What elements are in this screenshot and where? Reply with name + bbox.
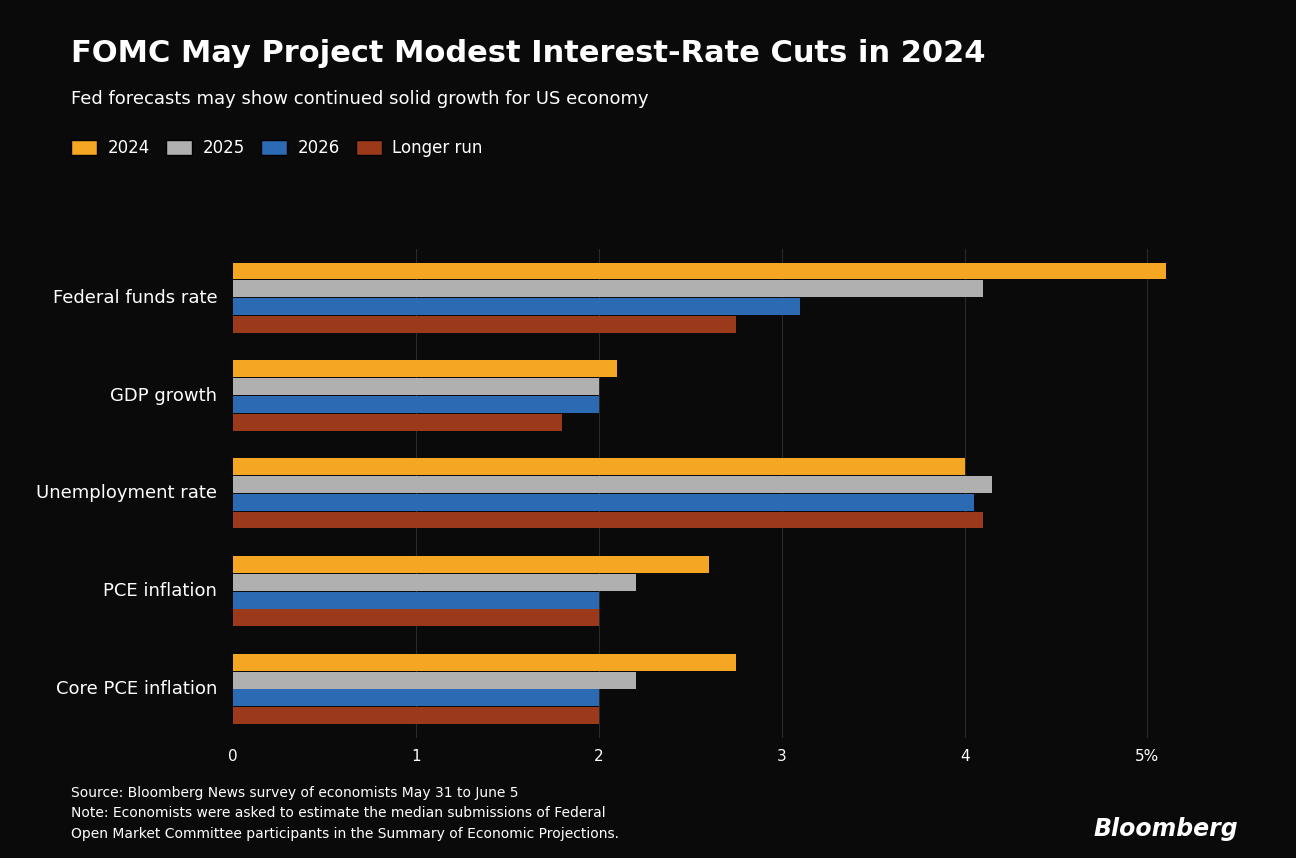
Text: 2024: 2024: [108, 139, 150, 156]
Text: FOMC May Project Modest Interest-Rate Cuts in 2024: FOMC May Project Modest Interest-Rate Cu…: [71, 39, 986, 68]
Text: 2026: 2026: [297, 139, 340, 156]
Bar: [233, 592, 599, 608]
Bar: [233, 396, 599, 413]
Bar: [233, 316, 736, 333]
Bar: [233, 360, 617, 378]
Text: Source: Bloomberg News survey of economists May 31 to June 5
Note: Economists we: Source: Bloomberg News survey of economi…: [71, 786, 619, 841]
Text: Longer run: Longer run: [393, 139, 482, 156]
Bar: [233, 672, 635, 688]
Bar: [233, 574, 635, 590]
Bar: [233, 476, 991, 492]
Bar: [233, 281, 982, 297]
Bar: [233, 511, 982, 529]
Text: Fed forecasts may show continued solid growth for US economy: Fed forecasts may show continued solid g…: [71, 90, 649, 108]
Bar: [233, 609, 599, 626]
Bar: [233, 263, 1165, 280]
Bar: [233, 378, 599, 395]
Bar: [233, 458, 964, 475]
Bar: [233, 654, 736, 671]
Bar: [233, 690, 599, 706]
Text: 2025: 2025: [202, 139, 245, 156]
Bar: [233, 494, 973, 511]
Bar: [233, 414, 562, 431]
Bar: [233, 299, 800, 315]
Bar: [233, 556, 709, 573]
Bar: [233, 707, 599, 724]
Text: Bloomberg: Bloomberg: [1093, 817, 1238, 841]
